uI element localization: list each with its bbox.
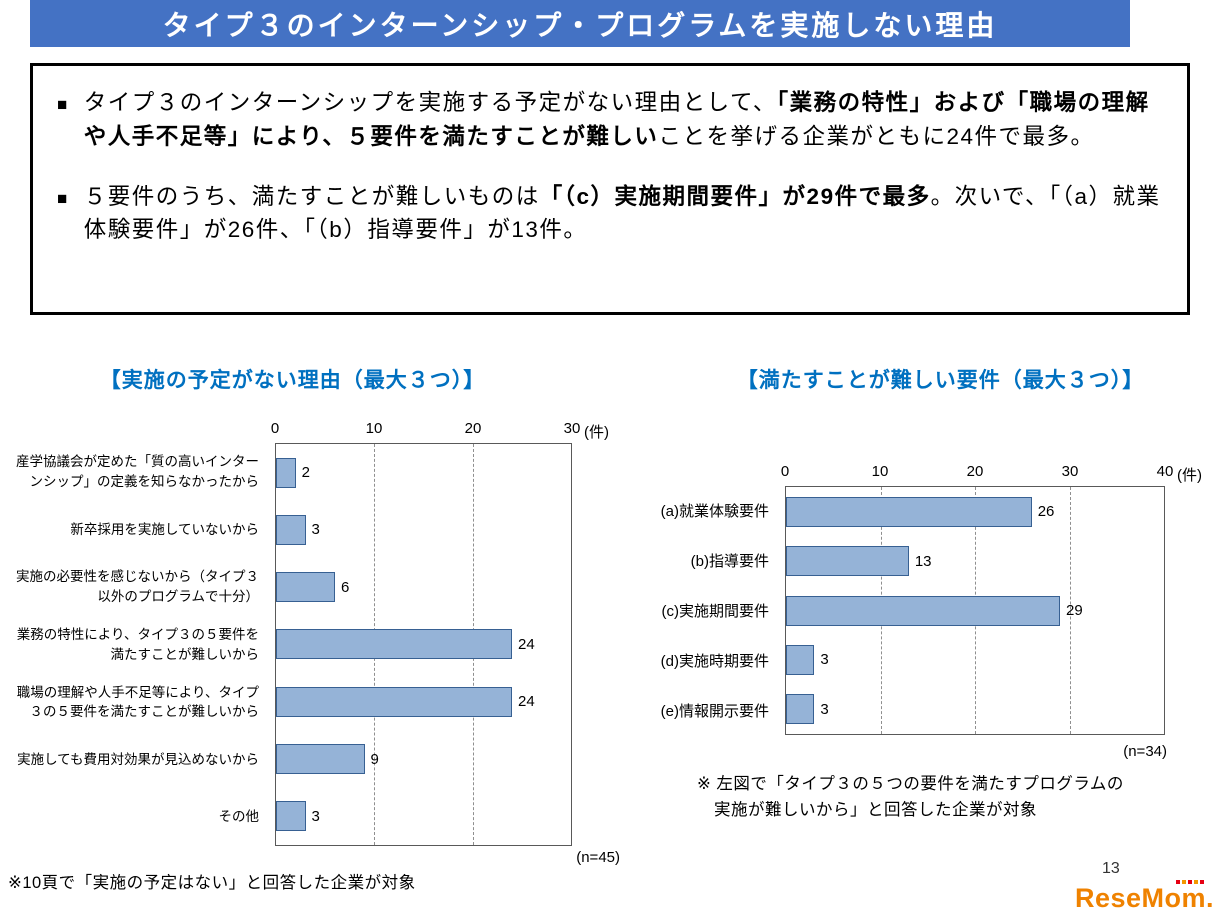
bullet-1-bold: 「業務の特性」および「職場の理解や人手不足等」により、５要件を満たすことが難しい <box>83 90 1150 149</box>
chart-left-plot: 2 3 6 24 24 9 3 <box>275 443 572 846</box>
bar-value: 24 <box>518 635 535 653</box>
bar <box>276 514 306 545</box>
bar-value: 26 <box>1037 503 1055 521</box>
axis-tick-label: 0 <box>780 463 790 480</box>
category-label: 新卒採用を実施していないから <box>70 521 259 537</box>
gridline <box>1069 487 1071 734</box>
bar <box>276 629 512 660</box>
bar-row: 2 <box>276 444 571 501</box>
summary-box: ■ タイプ３のインターンシップを実施する予定がない理由として、「業務の特性」およ… <box>30 63 1190 315</box>
bullet-square-icon: ■ <box>57 95 69 114</box>
axis-tick-label: 30 <box>1061 463 1079 480</box>
bar-value: 24 <box>518 693 535 711</box>
bullet-2-bold: 「（c）実施期間要件」が29件で最多 <box>539 183 931 209</box>
bar-value: 6 <box>341 578 350 596</box>
logo-dots-icon <box>1075 880 1204 884</box>
axis-tick-label: 10 <box>871 463 889 480</box>
bullet-1-normal-2: ことを挙げる企業がともに24件で最多。 <box>658 123 1095 149</box>
bar <box>786 694 815 725</box>
page-title: タイプ３のインターンシップ・プログラムを実施しない理由 <box>162 9 998 41</box>
chart-right-title: 【満たすことが難しい要件（最大３つ）】 <box>736 369 1145 392</box>
bar-row: 3 <box>786 685 1164 734</box>
bar-row: 24 <box>276 616 571 673</box>
category-label: (e)情報開示要件 <box>660 702 769 720</box>
summary-bullet-2-text: ５要件のうち、満たすことが難しいものは「（c）実施期間要件」が29件で最多。次い… <box>84 180 1163 248</box>
chart-left-unit-label: (件) <box>584 424 609 441</box>
bar-row: 24 <box>276 673 571 730</box>
bar-row: 26 <box>786 487 1164 536</box>
axis-tick-label: 10 <box>365 420 383 437</box>
chart-left-title: 【実施の予定がない理由（最大３つ）】 <box>99 369 486 392</box>
bar <box>276 801 306 832</box>
bar-value: 29 <box>1066 602 1083 620</box>
chart-right-category-labels: (a)就業体験要件 (b)指導要件 (c)実施期間要件 (d)実施時期要件 (e)情報開… <box>630 486 778 735</box>
bar-value: 13 <box>914 552 932 570</box>
bar-row: 3 <box>276 501 571 558</box>
category-label: (b)指導要件 <box>690 553 769 571</box>
bar-value: 3 <box>820 651 829 669</box>
category-label: 実施の必要性を感じないから（タイプ３ 以外のプログラムで十分） <box>16 569 259 604</box>
bar-value: 2 <box>301 464 310 482</box>
bar-row: 13 <box>786 536 1164 585</box>
bar <box>276 572 335 603</box>
slide-title-bar: タイプ３のインターンシップ・プログラムを実施しない理由 <box>30 0 1130 47</box>
bar <box>276 457 296 488</box>
chart-left-category-labels: 産学協議会が定めた「質の高いインター ンシップ」の定義を知らなかったから新卒採用… <box>0 443 268 846</box>
axis-tick-label: 20 <box>464 420 482 437</box>
left-chart-footnote: ※10頁で「実施の予定はない」と回答した企業が対象 <box>8 874 416 892</box>
bar-value: 3 <box>311 807 320 825</box>
category-label: 実施しても費用対効果が見込めないから <box>17 751 259 767</box>
bar <box>786 496 1032 527</box>
bar <box>786 644 815 675</box>
bar-row: 9 <box>276 730 571 787</box>
bullet-2-normal-2: 。次いで、「（a）就業体験要件」が26件、「（b）指導要件」が13件。 <box>83 183 1161 243</box>
bar-row: 3 <box>786 635 1164 684</box>
bullet-square-icon: ■ <box>57 188 69 208</box>
category-label: (d)実施時期要件 <box>660 652 769 670</box>
logo-text: ReseMom. <box>1074 883 1214 913</box>
resemom-logo: ReseMom. <box>1075 880 1214 912</box>
category-label: (a)就業体験要件 <box>660 503 769 521</box>
chart-left-sample-size: (n=45) <box>576 849 620 866</box>
bar-row: 6 <box>276 559 571 616</box>
axis-tick-label: 20 <box>966 463 984 480</box>
axis-tick-label: 30 <box>563 420 581 437</box>
bar <box>786 595 1061 626</box>
chart-right-axis: 0 10 20 30 40 <box>781 463 1174 481</box>
bar <box>276 686 512 717</box>
bar-value: 3 <box>311 521 320 539</box>
chart-right-plot: 26 13 29 3 3 <box>785 486 1165 735</box>
chart-left-axis: 0 10 20 30 <box>271 420 581 438</box>
axis-tick-label: 40 <box>1156 463 1174 480</box>
bullet-2-normal-1: ５要件のうち、満たすことが難しいものは <box>83 183 540 209</box>
summary-bullet-2: ■ ５要件のうち、満たすことが難しいものは「（c）実施期間要件」が29件で最多。… <box>57 180 1163 248</box>
category-label: (c)実施期間要件 <box>661 602 770 620</box>
bullet-1-normal-1: タイプ３のインターンシップを実施する予定がない理由として、 <box>83 90 777 115</box>
summary-bullet-1: ■ タイプ３のインターンシップを実施する予定がない理由として、「業務の特性」およ… <box>57 86 1163 154</box>
axis-tick-label: 0 <box>270 420 280 437</box>
category-label: 業務の特性により、タイプ３の５要件を 満たすことが難しいから <box>16 626 259 662</box>
chart-right-unit-label: (件) <box>1177 467 1202 484</box>
bar-value: 3 <box>820 700 829 718</box>
chart-right-footnote: ※ 左図で「タイプ３の５つの要件を満たすプログラムの 実施が難しいから」と回答し… <box>697 775 1124 820</box>
bar <box>786 546 909 577</box>
summary-bullet-1-text: タイプ３のインターンシップを実施する予定がない理由として、「業務の特性」および「… <box>84 86 1163 154</box>
bar-row: 3 <box>276 788 571 845</box>
category-label: その他 <box>218 809 260 825</box>
chart-right-sample-size: (n=34) <box>1123 743 1167 760</box>
bar-row: 29 <box>786 586 1164 635</box>
page-number: 13 <box>1102 860 1120 877</box>
category-label: 職場の理解や人手不足等により、タイプ ３の５要件を満たすことが難しいから <box>16 684 259 720</box>
bar-value: 9 <box>370 750 379 768</box>
category-label: 産学協議会が定めた「質の高いインター ンシップ」の定義を知らなかったから <box>16 454 259 489</box>
bar <box>276 744 365 775</box>
